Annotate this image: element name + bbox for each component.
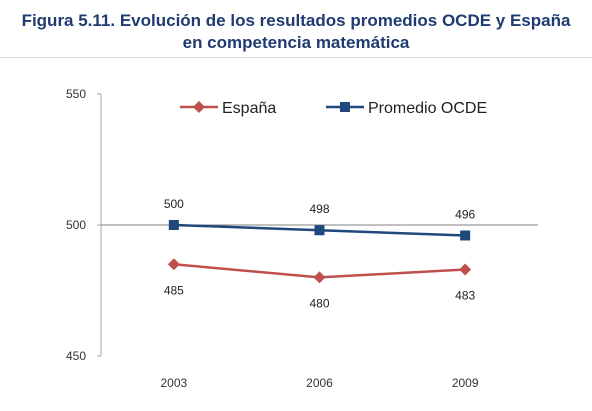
chart-title: Figura 5.11. Evolución de los resultados… bbox=[0, 10, 592, 54]
legend-label: España bbox=[222, 100, 276, 117]
x-tick-label: 2003 bbox=[160, 376, 187, 390]
x-tick-label: 2009 bbox=[452, 376, 479, 390]
legend-item: España bbox=[180, 100, 276, 117]
chart-title-line-2: en competencia matemática bbox=[182, 33, 410, 52]
line-chart: 550 500 450 2003 2006 2009 485 480 483 500 498 49… bbox=[66, 87, 538, 390]
y-tick-label: 550 bbox=[66, 87, 86, 101]
legend-item: Promedio OCDE bbox=[326, 100, 487, 117]
data-point bbox=[168, 220, 179, 230]
data-label: 483 bbox=[455, 289, 475, 303]
data-point bbox=[167, 258, 180, 271]
legend-label: Promedio OCDE bbox=[368, 100, 487, 117]
data-label: 500 bbox=[164, 197, 184, 211]
data-label: 485 bbox=[164, 283, 184, 297]
data-point bbox=[313, 271, 326, 284]
series-promedio-ocde: 500 498 496 bbox=[164, 197, 475, 241]
chart-title-line-1: Figura 5.11. Evolución de los resultados… bbox=[21, 11, 571, 30]
data-point bbox=[460, 230, 471, 241]
data-point bbox=[459, 263, 472, 276]
data-label: 480 bbox=[309, 296, 329, 310]
series-espana: 485 480 483 bbox=[164, 258, 475, 310]
data-label: 498 bbox=[309, 202, 329, 216]
data-point bbox=[314, 225, 325, 236]
series-group: 485 480 483 500 498 496 bbox=[164, 197, 476, 310]
y-tick-label: 500 bbox=[66, 218, 86, 232]
legend: España Promedio OCDE bbox=[180, 100, 487, 117]
x-ticks: 2003 2006 2009 bbox=[160, 376, 478, 390]
x-tick-label: 2006 bbox=[306, 376, 333, 390]
data-label: 496 bbox=[455, 207, 475, 221]
chart-area: 550 500 450 2003 2006 2009 485 480 483 500 498 49… bbox=[0, 58, 592, 411]
y-ticks: 550 500 450 bbox=[66, 87, 538, 363]
legend-marker bbox=[340, 102, 350, 112]
legend-marker bbox=[193, 101, 205, 113]
title-divider bbox=[0, 57, 592, 58]
y-tick-label: 450 bbox=[66, 349, 86, 363]
